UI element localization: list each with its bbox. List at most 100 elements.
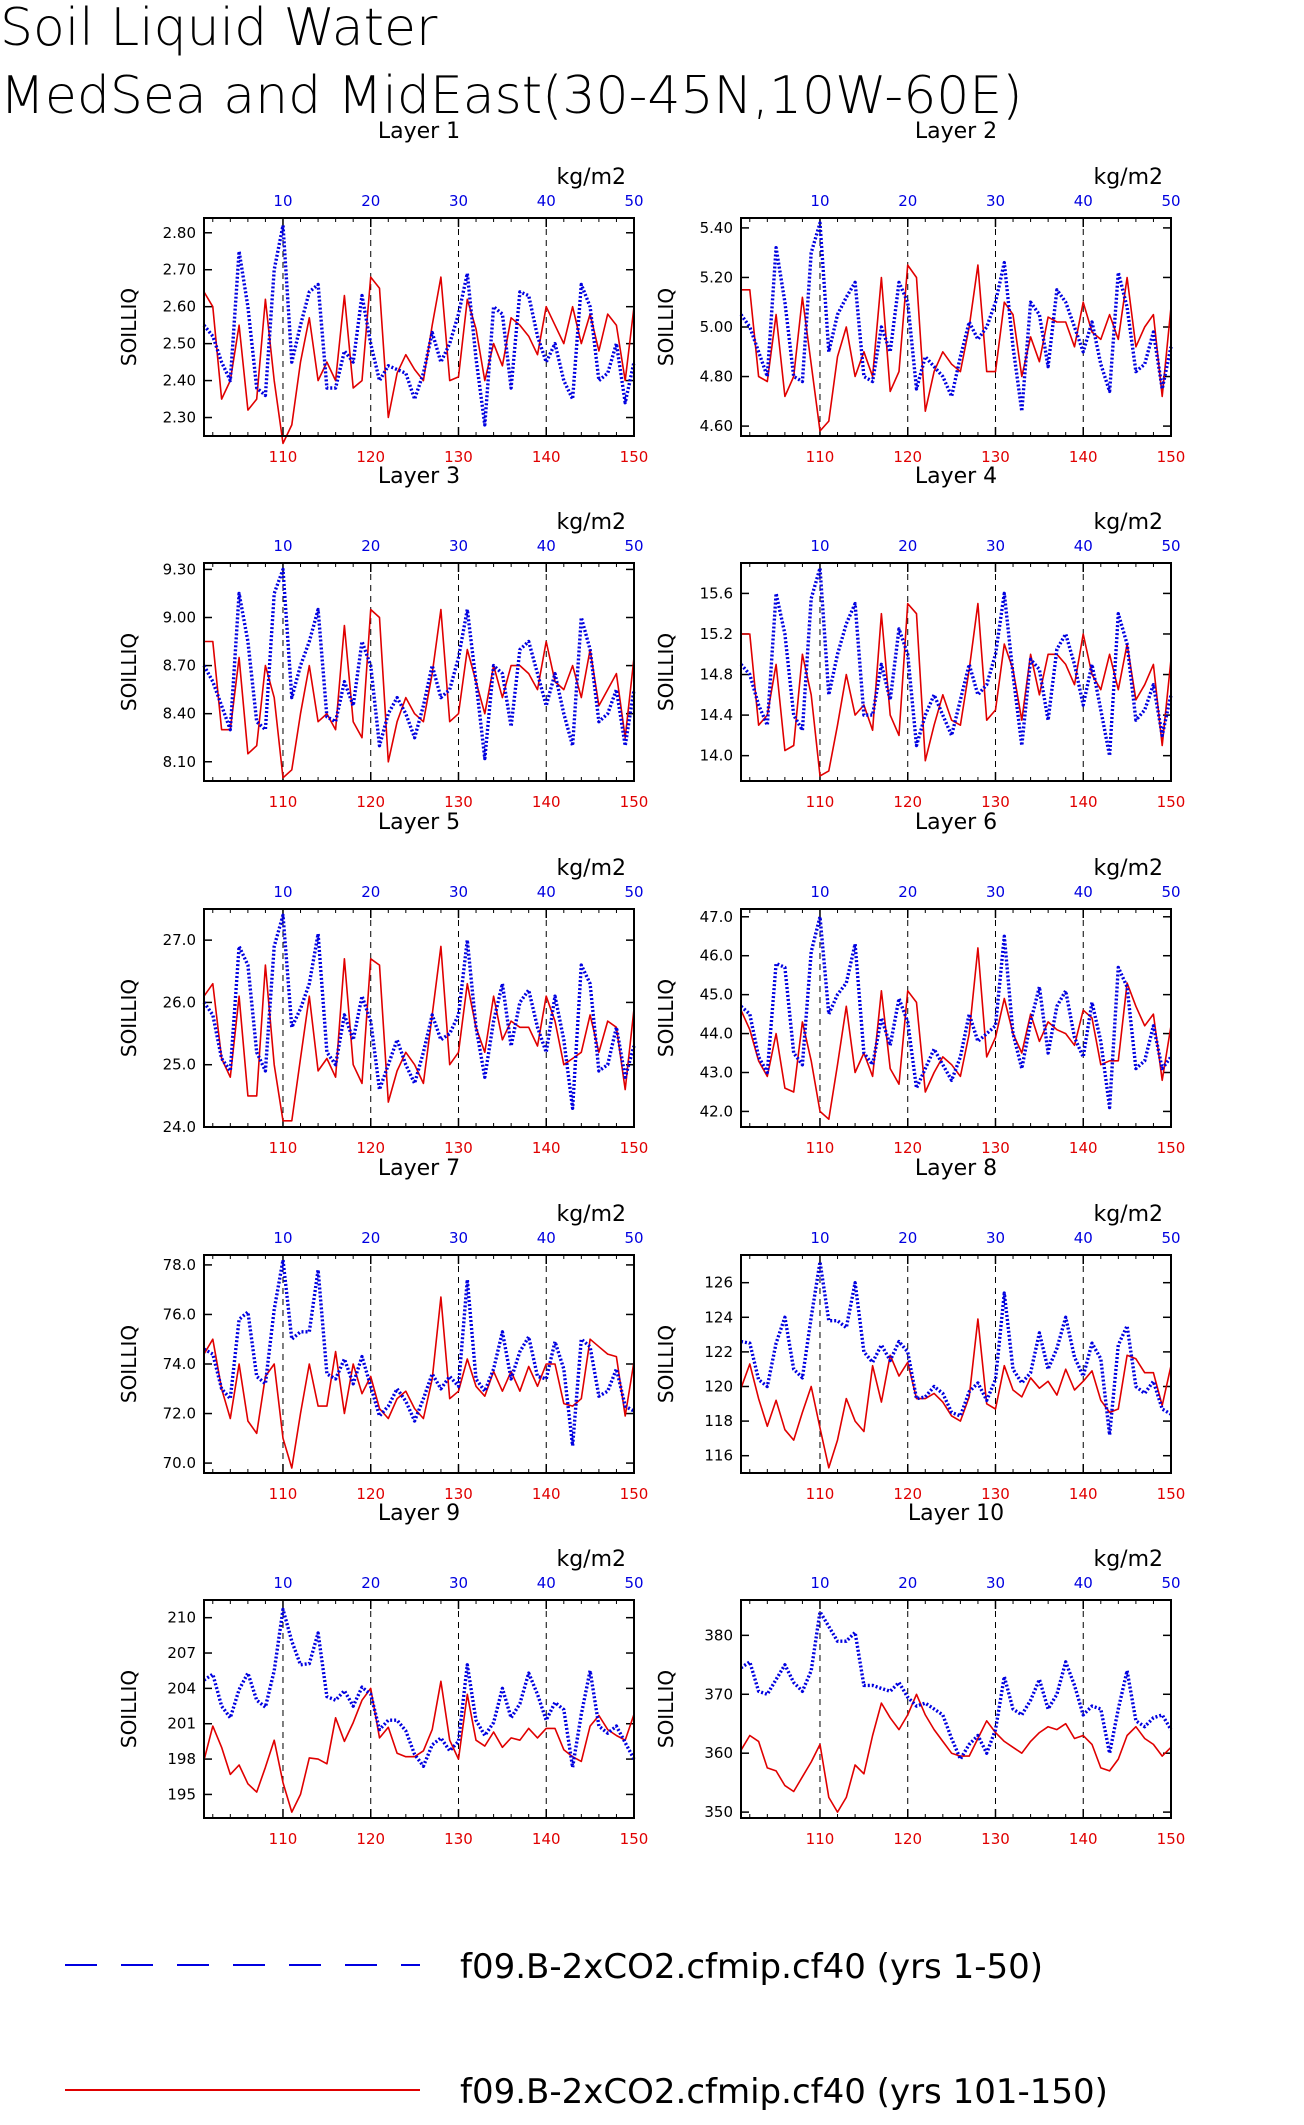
panel-4-ytick-label: 14.4 bbox=[700, 706, 733, 724]
panel-9-ytick-label: 204 bbox=[167, 1679, 196, 1697]
panel-2-units: kg/m2 bbox=[1093, 165, 1163, 190]
panel-3-title: Layer 3 bbox=[378, 464, 460, 489]
panel-4-xtick-bottom-label: 110 bbox=[806, 793, 835, 811]
panel-1-xtick-top-label: 50 bbox=[624, 192, 643, 210]
panel-5-xtick-top-label: 10 bbox=[273, 883, 292, 901]
panel-8-xtick-bottom-label: 130 bbox=[981, 1485, 1010, 1503]
panel-5-xtick-bottom-label: 140 bbox=[532, 1139, 561, 1157]
panel-8-ytick-label: 118 bbox=[704, 1412, 733, 1430]
panel-7-ytick-label: 72.0 bbox=[163, 1405, 196, 1423]
panel-4-series-yrs-101-150 bbox=[741, 602, 1172, 777]
panel-10-xtick-top-label: 10 bbox=[810, 1574, 829, 1592]
panel-10-ylabel: SOILLIQ bbox=[654, 1670, 678, 1748]
panel-8-xtick-top-label: 30 bbox=[986, 1229, 1005, 1247]
panel-1-ylabel: SOILLIQ bbox=[117, 288, 141, 366]
panel-1-title: Layer 1 bbox=[378, 119, 460, 144]
panel-7-xtick-bottom-label: 110 bbox=[269, 1485, 298, 1503]
panel-7-ylabel: SOILLIQ bbox=[117, 1325, 141, 1403]
panel-7-xtick-bottom-label: 130 bbox=[444, 1485, 473, 1503]
panel-9-xtick-bottom-label: 130 bbox=[444, 1830, 473, 1848]
panel-9-xtick-bottom-label: 110 bbox=[269, 1830, 298, 1848]
panel-6-title: Layer 6 bbox=[915, 810, 997, 835]
panel-7-xtick-bottom-label: 120 bbox=[356, 1485, 385, 1503]
panel-2-series-yrs-101-150 bbox=[741, 264, 1172, 432]
panel-9-title: Layer 9 bbox=[378, 1501, 460, 1526]
panel-1: Layer 1 kg/m2 SOILLIQ 2.30 2.40 2.50 2.60 2.70 2… bbox=[117, 119, 648, 466]
panel-5-xtick-bottom-label: 120 bbox=[356, 1139, 385, 1157]
panel-3-ytick-label: 8.10 bbox=[163, 753, 196, 771]
figure-title-line2: MedSea and MidEast(30-45N,10W-60E) bbox=[0, 66, 1023, 126]
panel-9-units: kg/m2 bbox=[556, 1547, 626, 1572]
panel-3-ytick-label: 9.30 bbox=[163, 560, 196, 578]
panel-6-series-yrs-1-50 bbox=[739, 915, 1173, 1110]
panel-7-ytick-label: 78.0 bbox=[163, 1256, 196, 1274]
panel-10-series-yrs-101-150 bbox=[740, 1693, 1172, 1813]
panel-7-ytick-label: 76.0 bbox=[163, 1305, 196, 1323]
panel-1-xtick-bottom-label: 150 bbox=[620, 448, 649, 466]
panel-1-xtick-top-label: 30 bbox=[449, 192, 468, 210]
panel-7-xtick-top-label: 40 bbox=[537, 1229, 556, 1247]
panel-9-xtick-top-label: 40 bbox=[537, 1574, 556, 1592]
panel-7-xtick-bottom-label: 140 bbox=[532, 1485, 561, 1503]
panel-1-ytick-label: 2.80 bbox=[163, 224, 196, 242]
panel-4-xtick-bottom-label: 140 bbox=[1069, 793, 1098, 811]
panel-3-xtick-bottom-label: 140 bbox=[532, 793, 561, 811]
panel-3-ytick-label: 9.00 bbox=[163, 609, 196, 627]
panel-8-title: Layer 8 bbox=[915, 1156, 997, 1181]
legend-label-ctrl: f09.B-2xCO2.cfmip.cf40 (yrs 1-50) bbox=[460, 1947, 1043, 1987]
panel-6-xtick-top-label: 40 bbox=[1074, 883, 1093, 901]
panel-4-ytick-label: 15.6 bbox=[700, 584, 733, 602]
panel-10-xtick-bottom-label: 130 bbox=[981, 1830, 1010, 1848]
panel-5-units: kg/m2 bbox=[556, 856, 626, 881]
panel-4-xtick-top-label: 20 bbox=[898, 537, 917, 555]
panel-5-series-yrs-1-50 bbox=[202, 913, 636, 1111]
panel-6-ytick-label: 44.0 bbox=[700, 1025, 733, 1043]
panel-6-units: kg/m2 bbox=[1093, 856, 1163, 881]
panel-4-xtick-top-label: 10 bbox=[810, 537, 829, 555]
panel-2-title: Layer 2 bbox=[915, 119, 997, 144]
panel-5-xtick-top-label: 30 bbox=[449, 883, 468, 901]
panel-1-ytick-label: 2.70 bbox=[163, 261, 196, 279]
panel-2-ytick-label: 5.40 bbox=[700, 219, 733, 237]
panel-6-xtick-bottom-label: 140 bbox=[1069, 1139, 1098, 1157]
panel-8-xtick-bottom-label: 150 bbox=[1157, 1485, 1186, 1503]
panel-9-ytick-label: 198 bbox=[167, 1750, 196, 1768]
panel-8-ytick-label: 120 bbox=[704, 1377, 733, 1395]
panel-2-xtick-top-label: 10 bbox=[810, 192, 829, 210]
panel-4-ylabel: SOILLIQ bbox=[654, 633, 678, 711]
panel-8-xtick-bottom-label: 110 bbox=[806, 1485, 835, 1503]
panel-6-xtick-top-label: 10 bbox=[810, 883, 829, 901]
panel-10-xtick-bottom-label: 150 bbox=[1157, 1830, 1186, 1848]
panel-7-xtick-top-label: 30 bbox=[449, 1229, 468, 1247]
panel-10-xtick-bottom-label: 140 bbox=[1069, 1830, 1098, 1848]
panel-1-xtick-top-label: 20 bbox=[361, 192, 380, 210]
panel-8-xtick-top-label: 10 bbox=[810, 1229, 829, 1247]
panel-7-series-yrs-101-150 bbox=[203, 1296, 635, 1469]
panel-3-ytick-label: 8.70 bbox=[163, 657, 196, 675]
panels: Layer 1 kg/m2 SOILLIQ 2.30 2.40 2.50 2.60 2.70 2… bbox=[117, 119, 1185, 1848]
panel-10-frame bbox=[740, 1599, 1172, 1819]
panel-5-ytick-label: 24.0 bbox=[163, 1118, 196, 1136]
panel-3-xtick-bottom-label: 110 bbox=[269, 793, 298, 811]
panel-6-xtick-bottom-label: 150 bbox=[1157, 1139, 1186, 1157]
panel-2-xtick-top-label: 30 bbox=[986, 192, 1005, 210]
panel-8-ytick-label: 116 bbox=[704, 1447, 733, 1465]
panel-3-xtick-top-label: 20 bbox=[361, 537, 380, 555]
panel-10-xtick-top-label: 20 bbox=[898, 1574, 917, 1592]
panel-10-xtick-top-label: 40 bbox=[1074, 1574, 1093, 1592]
panel-10: Layer 10 kg/m2 SOILLIQ 350 360 370 380 110 120 13… bbox=[654, 1501, 1185, 1848]
panel-10-ytick-label: 350 bbox=[704, 1803, 733, 1821]
panel-2-xtick-top-label: 50 bbox=[1161, 192, 1180, 210]
panel-2-xtick-top-label: 40 bbox=[1074, 192, 1093, 210]
panel-1-units: kg/m2 bbox=[556, 165, 626, 190]
panel-10-xtick-bottom-label: 110 bbox=[806, 1830, 835, 1848]
panel-5-ytick-label: 26.0 bbox=[163, 993, 196, 1011]
panel-6-xtick-bottom-label: 120 bbox=[893, 1139, 922, 1157]
panel-4-ytick-label: 15.2 bbox=[700, 625, 733, 643]
panel-7-xtick-top-label: 50 bbox=[624, 1229, 643, 1247]
panel-7-ytick-label: 74.0 bbox=[163, 1355, 196, 1373]
panel-3-units: kg/m2 bbox=[556, 510, 626, 535]
panel-9-xtick-bottom-label: 120 bbox=[356, 1830, 385, 1848]
panel-2-xtick-bottom-label: 110 bbox=[806, 448, 835, 466]
